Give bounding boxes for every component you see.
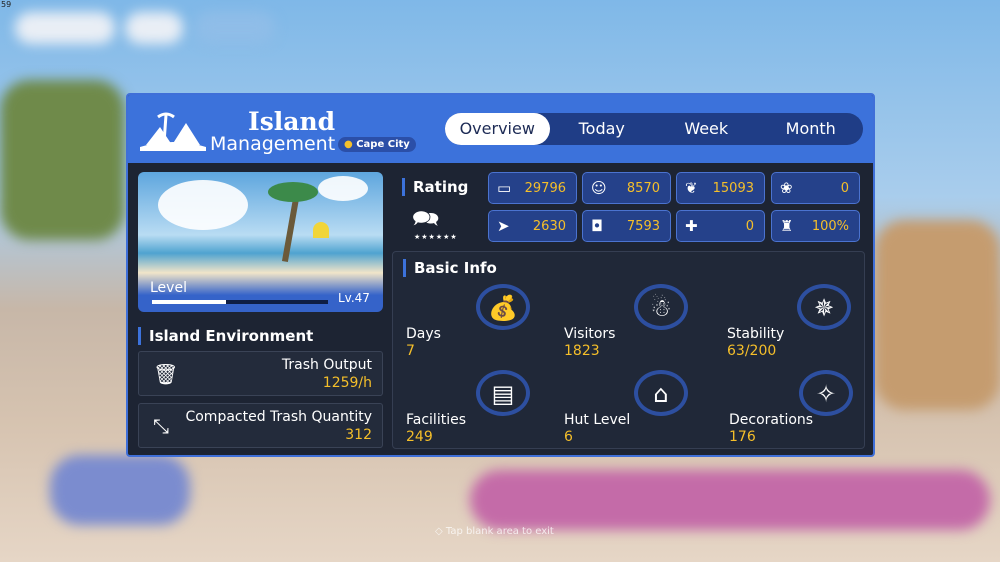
blurred-hill: [0, 80, 125, 240]
blurred-shop: [875, 220, 1000, 410]
trash-output-value: 1259/h: [322, 375, 372, 391]
compress-icon: ⤡: [153, 414, 169, 438]
basic-info-panel: Basic Info 💰 Days 7 ☃ Visitors 1823 ✵ Stabili…: [392, 251, 865, 449]
info-label: Facilities: [406, 412, 466, 428]
info-decorations: ✧ Decorations 176: [729, 368, 873, 455]
tab-overview[interactable]: Overview: [445, 113, 550, 145]
title-management: Management: [210, 133, 336, 155]
blurred-button: [125, 12, 183, 44]
stat-leaf[interactable]: ❦ 15093: [676, 172, 765, 204]
stat-value: 0: [840, 181, 849, 196]
trash-icon: 🗑: [153, 362, 179, 386]
leaf-icon: ❦: [685, 179, 698, 197]
info-value: 1823: [564, 343, 600, 359]
tab-week[interactable]: Week: [684, 119, 729, 138]
trash-output-label: Trash Output: [281, 357, 372, 373]
island-environment-title: Island Environment: [138, 327, 313, 345]
compacted-trash-label: Compacted Trash Quantity: [185, 409, 372, 425]
facilities-icon: ▤: [476, 370, 530, 416]
info-facilities: ▤ Facilities 249: [406, 368, 556, 455]
stat-pot[interactable]: ◘ 7593: [582, 210, 671, 242]
stat-value: 29796: [524, 181, 566, 196]
hut-icon: ⌂: [634, 370, 688, 416]
stat-broom[interactable]: ♜ 100%: [771, 210, 860, 242]
info-visitors: ☃ Visitors 1823: [564, 282, 714, 372]
island-management-panel: Island Management ● Cape City Overview T…: [126, 93, 875, 457]
info-value: 249: [406, 429, 433, 445]
stat-value: 0: [745, 219, 754, 234]
island-logo-icon: [140, 112, 206, 151]
stat-paw[interactable]: ❀ 0: [771, 172, 860, 204]
info-label: Stability: [727, 326, 785, 342]
stat-value: 8570: [626, 181, 660, 196]
stat-value: 15093: [712, 181, 754, 196]
info-value: 7: [406, 343, 415, 359]
blurred-character: [50, 455, 190, 525]
stat-fish[interactable]: ➤ 2630: [488, 210, 577, 242]
blurred-buttons: [470, 470, 990, 530]
location-pin-icon: ●: [344, 139, 353, 150]
visitor-icon: ☃: [634, 284, 688, 330]
stat-value: 2630: [532, 219, 566, 234]
stat-person[interactable]: ☺ 8570: [582, 172, 671, 204]
info-value: 176: [729, 429, 756, 445]
info-stability: ✵ Stability 63/200: [727, 282, 873, 372]
money-bag-icon: 💰: [476, 284, 530, 330]
medkit-icon: ✚: [685, 217, 698, 235]
info-days: 💰 Days 7: [406, 282, 556, 372]
shell-icon: ✧: [799, 370, 853, 416]
stat-value: 100%: [811, 219, 849, 234]
exit-hint-text: Tap blank area to exit: [445, 526, 554, 537]
level-value: Lv.47: [338, 291, 370, 305]
stat-value: 7593: [626, 219, 660, 234]
fps-counter: 59: [1, 0, 12, 9]
info-label: Decorations: [729, 412, 814, 428]
trash-output-box: 🗑 Trash Output 1259/h: [138, 351, 383, 396]
warning-icon: ◇: [435, 526, 443, 537]
compacted-trash-box: ⤡ Compacted Trash Quantity 312: [138, 403, 383, 448]
stat-sofa[interactable]: ▭ 29796: [488, 172, 577, 204]
stat-medkit[interactable]: ✚ 0: [676, 210, 765, 242]
info-label: Hut Level: [564, 412, 631, 428]
pot-icon: ◘: [591, 217, 603, 235]
title-island: Island: [248, 107, 336, 136]
basic-info-title: Basic Info: [403, 259, 497, 277]
sofa-icon: ▭: [497, 179, 512, 197]
reviews-icon: 🗪: [412, 207, 440, 232]
broom-icon: ♜: [780, 217, 794, 235]
level-label: Level: [150, 280, 187, 296]
level-progress-bar: [152, 300, 328, 304]
location-label: Cape City: [356, 139, 410, 150]
rating-title: Rating: [402, 178, 468, 196]
info-hut-level: ⌂ Hut Level 6: [564, 368, 714, 455]
info-label: Days: [406, 326, 441, 342]
blurred-button: [15, 12, 115, 44]
person-icon: ☺: [591, 179, 607, 197]
panel-header: Island Management ● Cape City Overview T…: [128, 95, 873, 163]
tab-month[interactable]: Month: [785, 119, 836, 138]
compass-icon: ✵: [797, 284, 851, 330]
location-badge[interactable]: ● Cape City: [338, 137, 416, 152]
paw-icon: ❀: [780, 179, 793, 197]
info-value: 63/200: [727, 343, 777, 359]
info-value: 6: [564, 429, 573, 445]
info-label: Visitors: [564, 326, 616, 342]
island-scene-image: [138, 172, 383, 312]
period-tabs: Overview Today Week Month: [445, 113, 863, 145]
exit-hint[interactable]: ◇ Tap blank area to exit: [435, 526, 554, 537]
rating-stars: ★★★★★★: [414, 233, 458, 241]
fish-icon: ➤: [497, 217, 510, 235]
tab-today[interactable]: Today: [578, 119, 625, 138]
blurred-button: [195, 12, 275, 44]
compacted-trash-value: 312: [345, 427, 372, 443]
